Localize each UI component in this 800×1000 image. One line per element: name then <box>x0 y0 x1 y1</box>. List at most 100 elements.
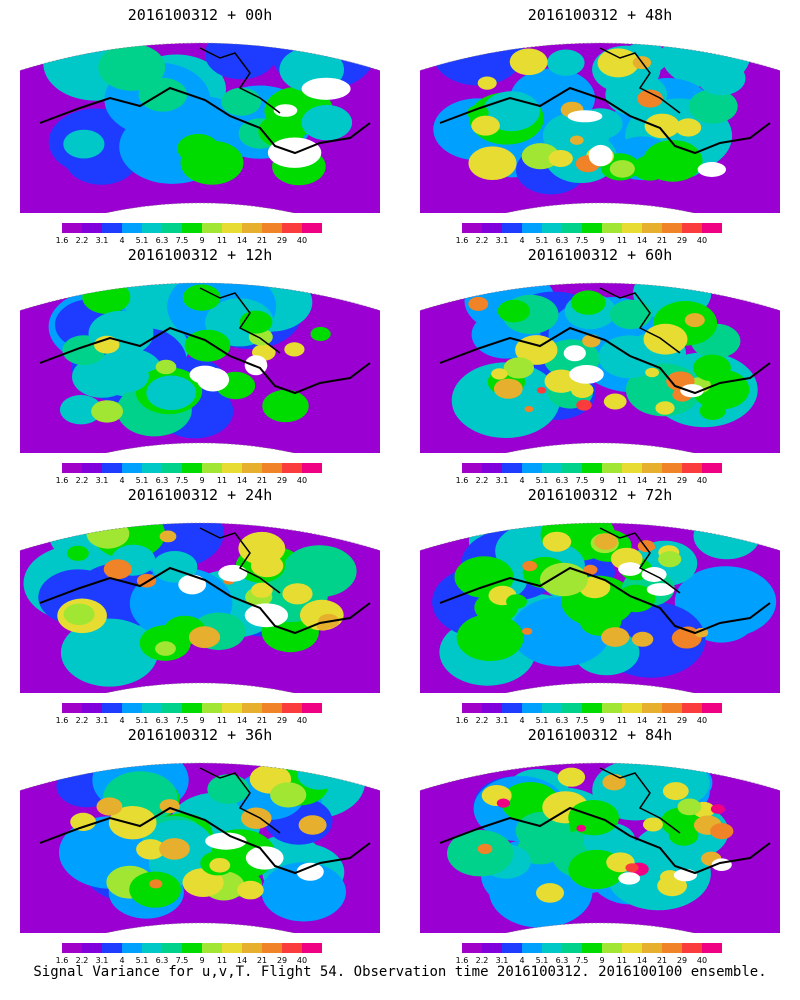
map-panel: 2016100312 + 36h 1.6 2.2 3.1 4 5.1 6.3 7.5 9 11 14… <box>0 720 400 965</box>
colorbar-label: 14 <box>636 956 648 965</box>
colorbar-label: 2.2 <box>475 476 489 485</box>
variance-blob <box>658 551 682 568</box>
colorbar-label: 40 <box>296 716 308 725</box>
panel-title: 2016100312 + 24h <box>127 486 273 504</box>
coastline <box>199 527 281 594</box>
colorbar-labels: 1.6 2.2 3.1 4 5.1 6.3 7.5 9 11 14 21 29 40 <box>452 236 712 245</box>
colorbar-label: 6.3 <box>555 476 569 485</box>
colorbar-swatch <box>202 223 222 233</box>
colorbar-label: 9 <box>199 956 205 965</box>
variance-blob <box>188 626 221 649</box>
colorbar-label: 40 <box>296 476 308 485</box>
colorbar-swatch <box>182 223 202 233</box>
colorbar-swatch <box>242 223 262 233</box>
colorbar-label: 1.6 <box>455 236 469 245</box>
missing-data-area <box>618 562 642 576</box>
variance-blob <box>540 562 588 597</box>
variance-blob <box>637 89 663 108</box>
variance-map <box>420 762 780 933</box>
variance-blob <box>644 113 680 139</box>
colorbar-swatch <box>662 223 682 233</box>
variance-blob <box>655 401 675 415</box>
colorbar-swatch <box>602 943 622 953</box>
missing-data-area <box>618 872 641 885</box>
colorbar-swatch <box>242 463 262 473</box>
variance-blob <box>521 143 560 170</box>
colorbar-label: 29 <box>276 956 288 965</box>
colorbar-swatch <box>682 223 702 233</box>
variance-blob <box>146 375 196 411</box>
colorbar-swatch <box>622 943 642 953</box>
colorbar-label: 6.3 <box>155 476 169 485</box>
colorbar-label: 40 <box>696 476 708 485</box>
colorbar-label: 11 <box>616 716 628 725</box>
colorbar-label: 4 <box>119 716 125 725</box>
colorbar-label: 11 <box>216 956 228 965</box>
map-panel: 2016100312 + 12h 1.6 2.2 3.1 4 5.1 6.3 7.5 9 11 14… <box>0 240 400 485</box>
variance-blob <box>155 641 176 656</box>
colorbar-swatch <box>702 223 722 233</box>
colorbar-label: 7.5 <box>175 956 189 965</box>
colorbar-swatch <box>102 223 122 233</box>
missing-data-area <box>563 345 586 362</box>
colorbar-swatch <box>122 943 142 953</box>
missing-data-area <box>567 110 603 123</box>
colorbar-label: 21 <box>656 716 668 725</box>
variance-blob <box>447 830 514 877</box>
variance-blob <box>63 603 95 626</box>
colorbar-label: 29 <box>276 236 288 245</box>
colorbar-label: 6.3 <box>155 236 169 245</box>
colorbar-swatch <box>302 223 322 233</box>
variance-blob <box>625 863 639 873</box>
variance-blob <box>102 360 149 393</box>
colorbar-labels: 1.6 2.2 3.1 4 5.1 6.3 7.5 9 11 14 21 29 40 <box>452 956 712 965</box>
colorbar-label: 5.1 <box>135 476 149 485</box>
variance-blob <box>694 627 709 638</box>
colorbar-label: 14 <box>236 956 248 965</box>
variance-blob <box>601 627 630 647</box>
colorbar-swatch <box>602 703 622 713</box>
variance-blob <box>284 342 305 357</box>
coastline <box>39 86 371 155</box>
colorbar-swatch <box>582 463 602 473</box>
variance-blob <box>631 631 654 647</box>
colorbar-label: 21 <box>256 956 268 965</box>
variance-blob <box>548 150 573 167</box>
colorbar-swatch <box>462 703 482 713</box>
variance-blob <box>491 368 508 380</box>
variance-blob <box>684 313 705 328</box>
variance-blob <box>182 868 224 897</box>
missing-data-area <box>205 832 247 850</box>
colorbar-label: 6.3 <box>555 716 569 725</box>
missing-data-area <box>673 868 697 882</box>
colorbar-swatch <box>562 223 582 233</box>
colorbar-label: 7.5 <box>175 236 189 245</box>
colorbar-swatch <box>682 463 702 473</box>
panel-title: 2016100312 + 84h <box>527 726 673 744</box>
colorbar-swatch <box>122 703 142 713</box>
colorbar-label: 11 <box>216 236 228 245</box>
variance-blob <box>159 838 190 860</box>
colorbar-swatch <box>622 463 642 473</box>
colorbar-label: 7.5 <box>575 956 589 965</box>
colorbar-label: 5.1 <box>135 956 149 965</box>
variance-blob <box>98 43 166 91</box>
colorbar-labels: 1.6 2.2 3.1 4 5.1 6.3 7.5 9 11 14 21 29 40 <box>52 236 312 245</box>
colorbar-label: 11 <box>616 236 628 245</box>
variance-blob <box>282 583 313 605</box>
colorbar-swatch <box>542 943 562 953</box>
colorbar-label: 14 <box>236 716 248 725</box>
colorbar <box>462 463 722 473</box>
colorbar-labels: 1.6 2.2 3.1 4 5.1 6.3 7.5 9 11 14 21 29 40 <box>52 476 312 485</box>
variance-blob <box>70 812 96 831</box>
colorbar-swatch <box>622 703 642 713</box>
variance-blob <box>675 118 702 137</box>
colorbar-label: 7.5 <box>575 716 589 725</box>
colorbar-label: 4 <box>519 716 525 725</box>
colorbar-swatch <box>302 463 322 473</box>
colorbar-label: 21 <box>256 716 268 725</box>
colorbar-label: 2.2 <box>75 236 89 245</box>
colorbar-label: 40 <box>296 236 308 245</box>
coastline <box>599 767 681 834</box>
colorbar-label: 21 <box>256 476 268 485</box>
